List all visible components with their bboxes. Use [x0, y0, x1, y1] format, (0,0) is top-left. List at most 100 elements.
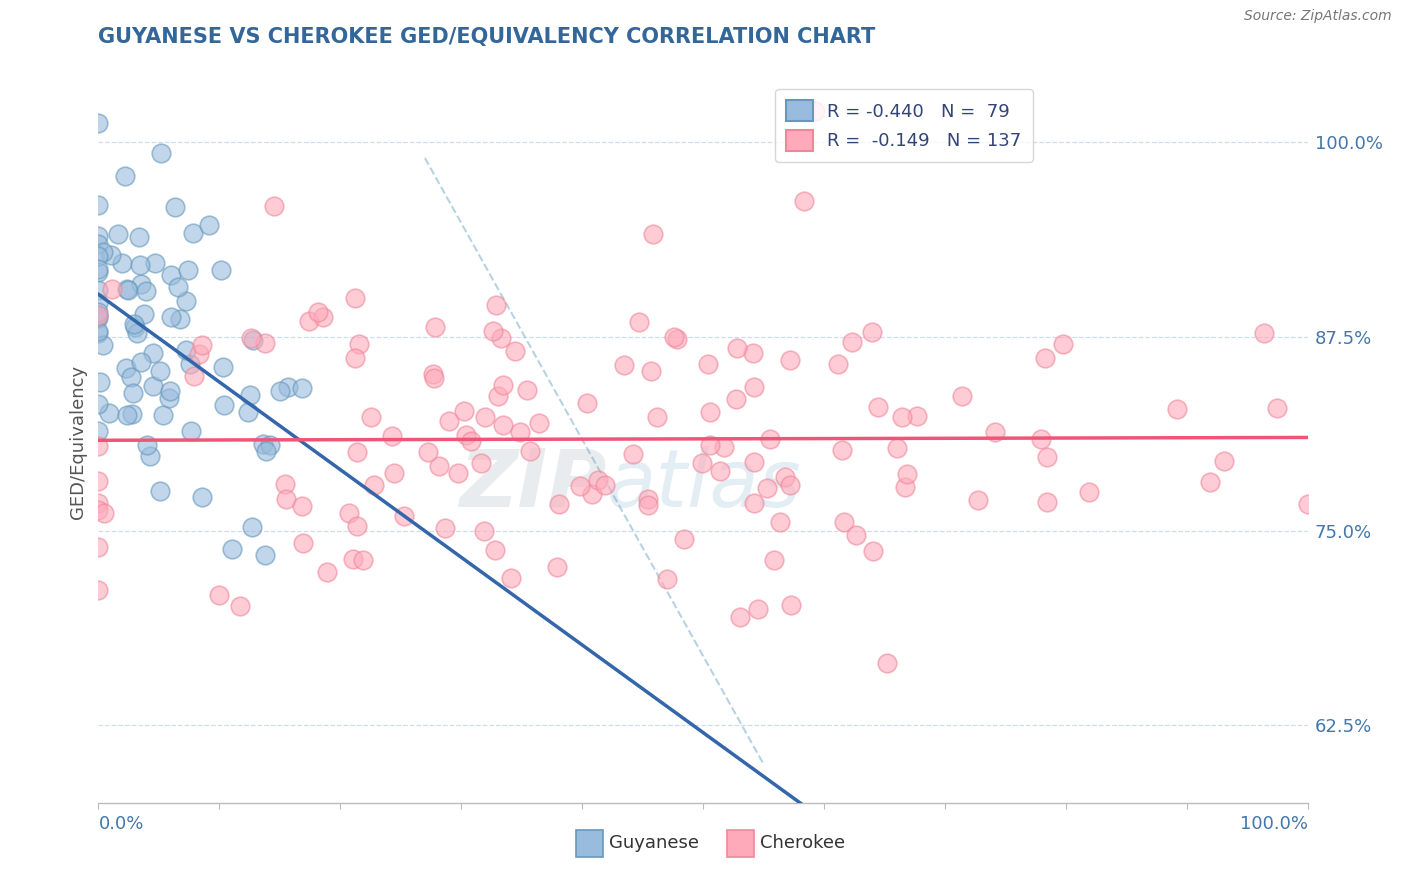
Point	[769, 515, 792, 529]
Point	[747, 601, 769, 615]
Point	[984, 425, 1007, 440]
Point	[87, 326, 110, 341]
Point	[363, 478, 385, 492]
Point	[87, 236, 110, 251]
Point	[645, 410, 668, 425]
Text: 0.0%: 0.0%	[98, 815, 143, 833]
Point	[169, 311, 191, 326]
Point	[117, 283, 139, 297]
Point	[240, 331, 263, 345]
Point	[269, 384, 291, 399]
Point	[142, 379, 165, 393]
Point	[509, 425, 531, 439]
Point	[876, 657, 898, 671]
Point	[427, 459, 450, 474]
Point	[423, 371, 446, 385]
Point	[87, 474, 110, 488]
Point	[87, 424, 110, 438]
Point	[87, 308, 110, 322]
Point	[793, 194, 815, 208]
Point	[637, 498, 659, 512]
Point	[834, 515, 856, 529]
Point	[135, 438, 157, 452]
Point	[312, 310, 335, 325]
Point	[1253, 326, 1275, 341]
Point	[1078, 485, 1101, 500]
Point	[190, 490, 212, 504]
Point	[242, 333, 264, 347]
Point	[100, 248, 122, 262]
Point	[486, 389, 509, 403]
Point	[447, 466, 470, 480]
Point	[967, 493, 990, 508]
Point	[1052, 336, 1074, 351]
Point	[87, 197, 110, 211]
Point	[1296, 497, 1319, 511]
Point	[111, 256, 134, 270]
Point	[307, 305, 329, 319]
Point	[905, 409, 928, 424]
Point	[87, 503, 110, 517]
Point	[263, 199, 285, 213]
Point	[87, 324, 110, 338]
Point	[124, 320, 146, 334]
Point	[709, 464, 731, 478]
Point	[107, 227, 129, 242]
Point	[101, 282, 124, 296]
Point	[643, 227, 665, 241]
Point	[129, 355, 152, 369]
Point	[337, 506, 360, 520]
Point	[259, 438, 281, 452]
Point	[183, 368, 205, 383]
Point	[239, 388, 262, 402]
Point	[276, 492, 298, 507]
Point	[893, 480, 915, 494]
Point	[150, 145, 173, 160]
Point	[628, 315, 651, 329]
Point	[87, 295, 110, 310]
Point	[87, 310, 110, 325]
Point	[174, 343, 197, 357]
Point	[179, 357, 201, 371]
Point	[93, 506, 115, 520]
Point	[568, 479, 591, 493]
Point	[160, 268, 183, 282]
Point	[699, 438, 721, 452]
Point	[470, 456, 492, 470]
Point	[159, 310, 181, 325]
Point	[117, 408, 139, 422]
Point	[779, 478, 801, 492]
Point	[180, 424, 202, 438]
Point	[454, 428, 477, 442]
Point	[87, 439, 110, 453]
Point	[433, 521, 456, 535]
Point	[527, 416, 550, 430]
Point	[87, 229, 110, 244]
Point	[163, 200, 186, 214]
Point	[252, 437, 274, 451]
Point	[763, 553, 786, 567]
Point	[779, 352, 801, 367]
Point	[516, 384, 538, 398]
Point	[382, 467, 405, 481]
Point	[87, 582, 110, 597]
Point	[845, 528, 868, 542]
Point	[866, 401, 889, 415]
Point	[482, 324, 505, 338]
Point	[129, 258, 152, 272]
Bar	[576, 830, 603, 857]
Point	[662, 330, 685, 344]
Point	[425, 319, 447, 334]
Point	[890, 409, 912, 424]
Point	[1199, 475, 1222, 489]
Point	[292, 536, 315, 550]
Point	[97, 406, 120, 420]
Point	[862, 544, 884, 558]
Point	[637, 492, 659, 507]
Point	[114, 169, 136, 183]
Point	[298, 314, 321, 328]
Point	[274, 476, 297, 491]
Point	[492, 417, 515, 432]
Point	[211, 359, 233, 374]
Point	[950, 389, 973, 403]
